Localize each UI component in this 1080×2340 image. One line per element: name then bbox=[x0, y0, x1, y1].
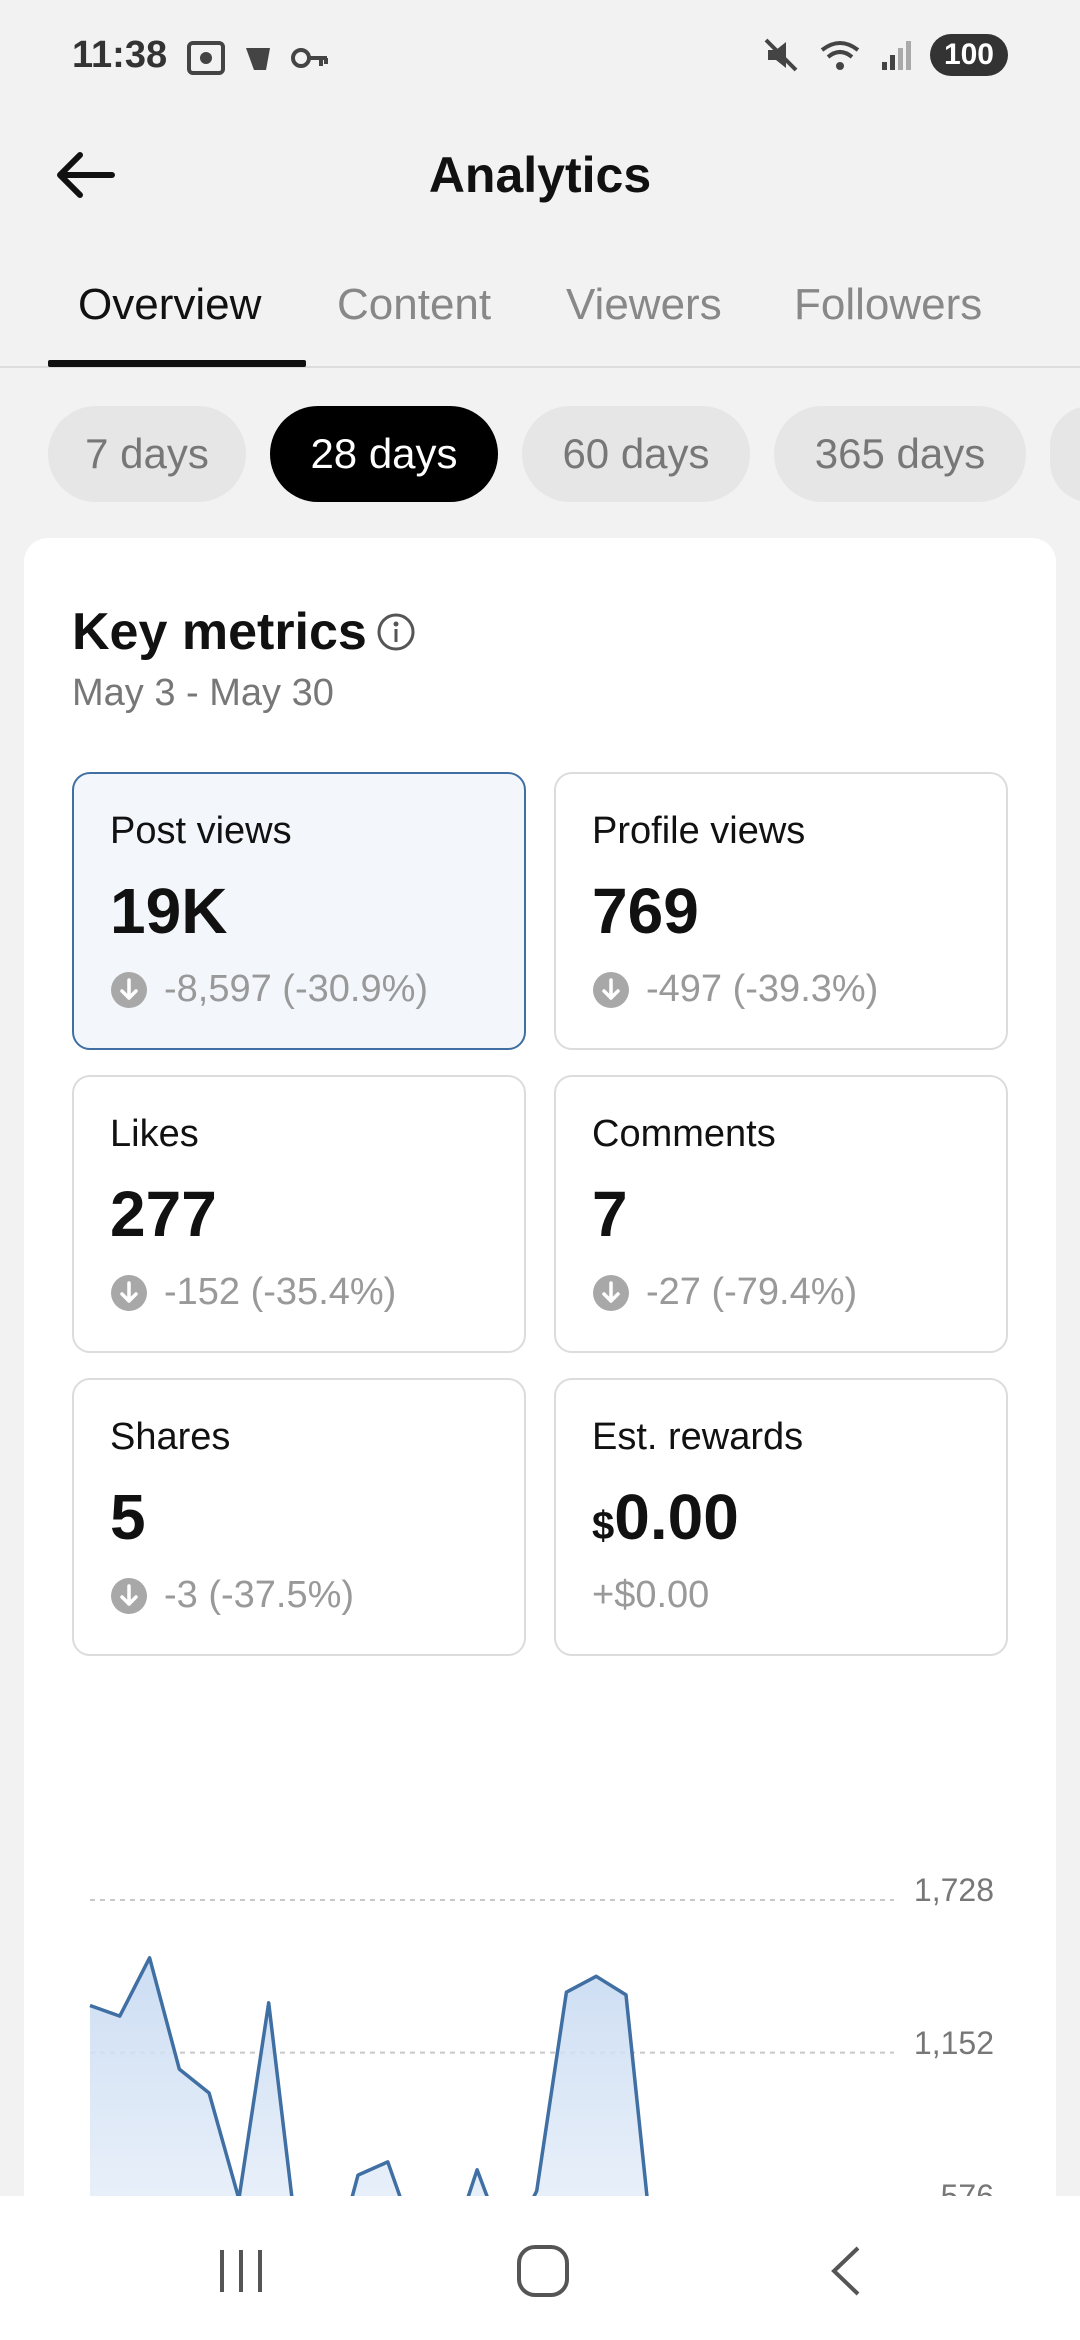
chart-point bbox=[176, 2066, 182, 2072]
chart-point bbox=[563, 1989, 569, 1995]
metric-card-likes[interactable]: Likes 277 -152 (-35.4%) bbox=[72, 1075, 526, 1353]
metric-change: -152 (-35.4%) bbox=[110, 1271, 396, 1314]
chart-point bbox=[534, 2188, 540, 2194]
arrow-down-circle-icon bbox=[593, 971, 629, 1008]
metric-value-number: 0.00 bbox=[614, 1481, 739, 1553]
info-icon[interactable] bbox=[376, 612, 416, 652]
currency-symbol: $ bbox=[592, 1504, 615, 1548]
app-header: Analytics bbox=[0, 110, 1080, 240]
metric-value: $0.00 bbox=[592, 1480, 739, 1554]
metric-change: -3 (-37.5%) bbox=[110, 1574, 354, 1617]
chart-point bbox=[266, 2000, 272, 2006]
key-icon bbox=[291, 48, 328, 68]
metric-change-text: -497 (-39.3%) bbox=[646, 968, 879, 1010]
metric-change: -497 (-39.3%) bbox=[592, 968, 878, 1011]
arrow-down-circle-icon bbox=[593, 1274, 629, 1311]
chart-point bbox=[593, 1973, 599, 1979]
metric-change-text: +$0.00 bbox=[592, 1574, 710, 1616]
arrow-down-circle-icon bbox=[111, 1274, 147, 1311]
range-chip-60-days[interactable]: 60 days bbox=[522, 406, 750, 502]
key-metrics-date-range: May 3 - May 30 bbox=[72, 672, 334, 714]
metric-change: +$0.00 bbox=[592, 1574, 709, 1617]
tab-followers[interactable]: Followers bbox=[794, 280, 983, 329]
metric-change: -8,597 (-30.9%) bbox=[110, 968, 428, 1011]
metric-label: Post views bbox=[110, 810, 292, 852]
chart-point bbox=[474, 2167, 480, 2173]
active-tab-indicator bbox=[48, 360, 306, 367]
range-chip-365-days[interactable]: 365 days bbox=[774, 406, 1026, 502]
page-title: Analytics bbox=[428, 147, 652, 203]
metric-change-text: -152 (-35.4%) bbox=[164, 1271, 397, 1313]
metric-label: Est. rewards bbox=[592, 1416, 804, 1458]
metric-card-est-rewards[interactable]: Est. rewards $0.00 +$0.00 bbox=[554, 1378, 1008, 1656]
status-notification-icons bbox=[186, 40, 330, 76]
metric-card-comments[interactable]: Comments 7 -27 (-79.4%) bbox=[554, 1075, 1008, 1353]
key-metrics-title: Key metrics bbox=[72, 603, 367, 661]
system-navigation-bar bbox=[0, 2196, 1080, 2340]
metric-value: 7 bbox=[592, 1178, 628, 1250]
range-chip-7-days[interactable]: 7 days bbox=[48, 406, 246, 502]
wifi-icon bbox=[820, 41, 860, 70]
metric-value: 5 bbox=[110, 1481, 146, 1553]
metric-card-profile-views[interactable]: Profile views 769 -497 (-39.3%) bbox=[554, 772, 1008, 1050]
metric-card-shares[interactable]: Shares 5 -3 (-37.5%) bbox=[72, 1378, 526, 1656]
chart-point bbox=[147, 1955, 153, 1961]
range-chip-more[interactable] bbox=[1050, 406, 1080, 502]
tab-viewers[interactable]: Viewers bbox=[566, 280, 722, 329]
chart-point bbox=[355, 2172, 361, 2178]
tab-content[interactable]: Content bbox=[337, 280, 492, 329]
metric-label: Comments bbox=[592, 1113, 776, 1155]
metric-value: 19K bbox=[110, 875, 228, 947]
metric-card-post-views[interactable]: Post views 19K -8,597 (-30.9%) bbox=[72, 772, 526, 1050]
chart-point bbox=[206, 2090, 212, 2096]
tab-bar: Overview Content Viewers Followers L bbox=[0, 250, 1080, 368]
tab-fade-overlay bbox=[990, 250, 1080, 366]
chart-point bbox=[385, 2159, 391, 2165]
metric-label: Shares bbox=[110, 1416, 231, 1458]
screenshot-icon bbox=[187, 41, 225, 75]
status-system-icons: 100 bbox=[762, 34, 1008, 76]
chart-point bbox=[117, 2013, 123, 2019]
metric-change-text: -27 (-79.4%) bbox=[646, 1271, 858, 1313]
status-time: 11:38 bbox=[72, 34, 168, 76]
metric-label: Profile views bbox=[592, 810, 806, 852]
battery-indicator: 100 bbox=[929, 34, 1008, 76]
recent-apps-icon[interactable] bbox=[206, 2236, 276, 2306]
back-arrow-icon[interactable] bbox=[50, 140, 120, 210]
metric-change-text: -8,597 (-30.9%) bbox=[164, 968, 429, 1010]
home-icon[interactable] bbox=[508, 2236, 578, 2306]
mute-icon bbox=[764, 38, 798, 72]
y-tick-label: 1,728 bbox=[913, 1872, 994, 1908]
back-nav-icon[interactable] bbox=[812, 2236, 882, 2306]
arrow-down-circle-icon bbox=[111, 1577, 147, 1614]
app-notification-icon bbox=[246, 48, 270, 70]
metric-value: 277 bbox=[110, 1178, 217, 1250]
status-bar: 11:38 100 bbox=[0, 0, 1080, 110]
chart-point bbox=[87, 2002, 93, 2008]
y-tick-label: 1,152 bbox=[913, 2025, 994, 2061]
metric-label: Likes bbox=[110, 1113, 199, 1155]
metric-change-text: -3 (-37.5%) bbox=[164, 1574, 355, 1616]
metric-value: 769 bbox=[592, 875, 699, 947]
key-metrics-card: Key metrics May 3 - May 30 Post views 19… bbox=[24, 538, 1056, 2340]
signal-icon bbox=[881, 41, 911, 70]
range-chip-28-days[interactable]: 28 days bbox=[270, 406, 498, 502]
arrow-down-circle-icon bbox=[111, 971, 147, 1008]
tab-overview[interactable]: Overview bbox=[78, 280, 262, 329]
chart-point bbox=[623, 1992, 629, 1998]
metric-change: -27 (-79.4%) bbox=[592, 1271, 857, 1314]
